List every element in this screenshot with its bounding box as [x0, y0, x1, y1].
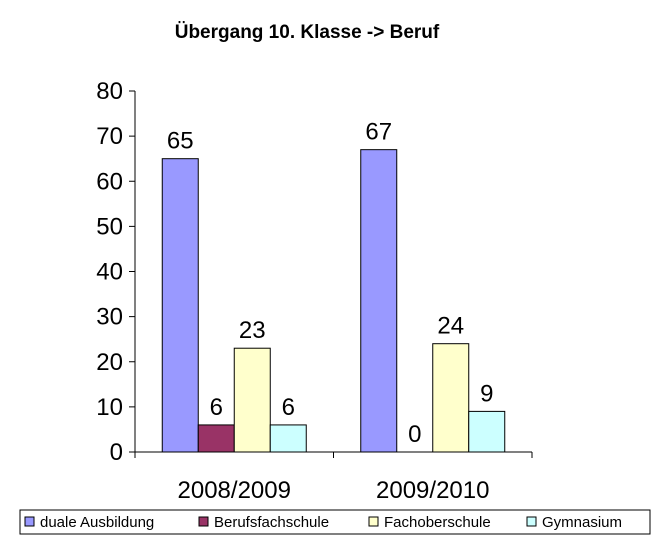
y-tick-label: 70 — [96, 123, 123, 150]
y-tick-label: 10 — [96, 394, 123, 421]
y-tick-label: 30 — [96, 304, 123, 331]
bar-series-group — [161, 149, 506, 453]
y-tick-label: 80 — [96, 78, 123, 105]
y-axis: 0 10 20 30 40 50 60 70 80 — [96, 78, 136, 466]
bar — [233, 347, 271, 453]
bar — [269, 424, 307, 453]
bar — [161, 158, 199, 453]
x-category-label: 2008/2009 — [178, 477, 291, 504]
data-label: 6 — [282, 394, 295, 421]
data-label: 0 — [408, 421, 421, 448]
data-label: 23 — [239, 317, 266, 344]
legend-swatch — [526, 516, 537, 527]
legend-swatch — [368, 516, 379, 527]
data-label: 6 — [210, 394, 223, 421]
bar — [468, 410, 506, 453]
chart-title: Übergang 10. Klasse -> Beruf — [175, 22, 440, 43]
bar — [197, 424, 235, 453]
y-tick-label: 60 — [96, 168, 123, 195]
legend-label: Fachoberschule — [384, 514, 491, 531]
data-label: 67 — [365, 119, 392, 146]
y-tick-label: 50 — [96, 213, 123, 240]
bar — [360, 149, 398, 453]
bar — [432, 343, 470, 453]
data-label: 9 — [480, 380, 493, 407]
x-category-label: 2009/2010 — [376, 477, 489, 504]
y-tick-label: 0 — [110, 439, 123, 466]
legend-label: Berufsfachschule — [214, 514, 329, 531]
y-tick-label: 20 — [96, 349, 123, 376]
data-labels: 65 67 6 0 23 24 6 9 — [167, 119, 494, 448]
data-label: 65 — [167, 128, 194, 155]
x-axis: 2008/2009 2009/2010 — [134, 451, 533, 504]
legend-label: duale Ausbildung — [40, 514, 154, 531]
data-label: 24 — [437, 313, 464, 340]
y-tick-label: 40 — [96, 259, 123, 286]
legend-box — [19, 509, 651, 535]
legend-swatch — [24, 516, 35, 527]
legend-label: Gymnasium — [542, 514, 622, 531]
legend: duale Ausbildung Berufsfachschule Fachober… — [19, 509, 651, 535]
legend-swatch — [198, 516, 209, 527]
